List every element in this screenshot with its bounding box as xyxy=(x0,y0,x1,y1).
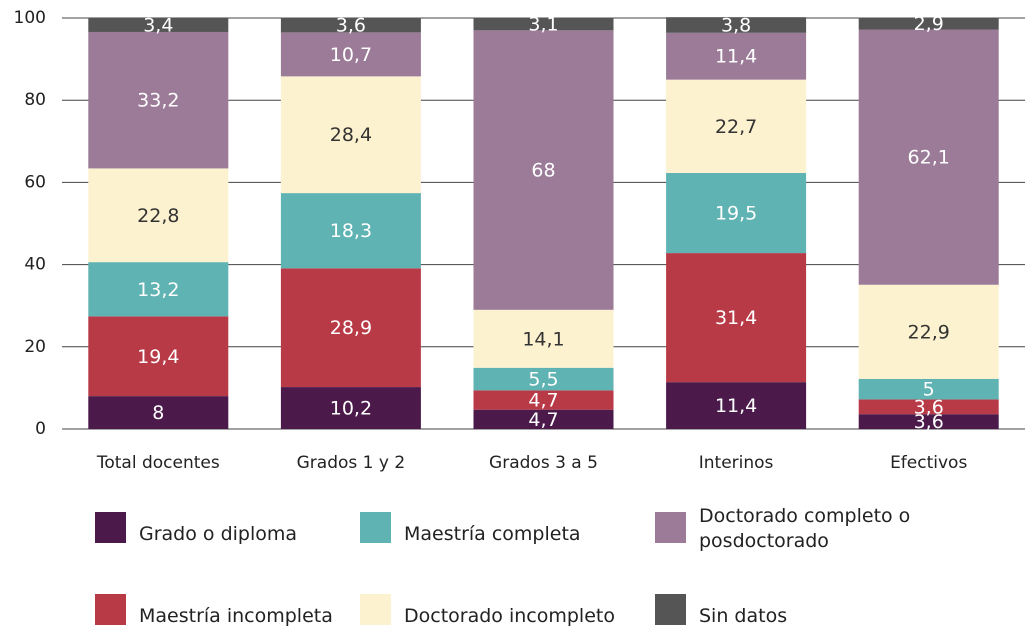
data-label: 28,4 xyxy=(330,124,372,146)
bar-segment xyxy=(666,32,807,80)
legend-swatch xyxy=(95,594,126,625)
bar-segment xyxy=(858,284,999,379)
bar-segment xyxy=(473,390,614,410)
legend-label: Grado o diploma xyxy=(139,523,298,545)
y-tick-label: 40 xyxy=(24,255,46,275)
data-label: 3,6 xyxy=(336,14,366,36)
bar-segment xyxy=(858,17,999,30)
data-label: 3,8 xyxy=(721,14,751,36)
data-label: 4,7 xyxy=(528,390,558,412)
data-label: 19,5 xyxy=(715,203,757,225)
bar-segment xyxy=(88,262,229,317)
bar-segment xyxy=(280,32,421,77)
data-label: 33,2 xyxy=(137,90,179,112)
bar-segment xyxy=(666,17,807,33)
data-label: 14,1 xyxy=(522,328,564,350)
data-label: 18,3 xyxy=(330,220,372,242)
data-label: 11,4 xyxy=(715,46,757,68)
data-label: 5,5 xyxy=(528,369,558,391)
bar-segment xyxy=(88,168,229,263)
data-label: 2,9 xyxy=(914,13,944,35)
x-tick-label: Total docentes xyxy=(96,453,220,473)
bar-segment xyxy=(473,17,614,31)
data-label: 31,4 xyxy=(715,307,757,329)
data-label: 13,2 xyxy=(137,279,179,301)
legend-label: Doctorado incompleto xyxy=(404,605,615,626)
legend-label: Sin datos xyxy=(699,605,788,626)
legend-swatch xyxy=(360,512,391,543)
x-tick-label: Efectivos xyxy=(890,453,967,473)
x-tick-label: Grados 1 y 2 xyxy=(297,453,406,473)
data-label: 3,1 xyxy=(528,13,558,35)
bar-segment xyxy=(280,193,421,269)
data-label: 3,6 xyxy=(914,411,944,433)
legend-swatch xyxy=(360,594,391,625)
bar-segment xyxy=(666,79,807,173)
bar-segment xyxy=(858,29,999,285)
x-tick-label: Grados 3 a 5 xyxy=(489,453,598,473)
y-tick-label: 80 xyxy=(24,90,46,110)
bar-segment xyxy=(88,316,229,397)
x-tick-label: Interinos xyxy=(699,453,774,473)
bar-segment xyxy=(666,253,807,383)
data-label: 8 xyxy=(152,402,164,424)
data-label: 3,6 xyxy=(914,396,944,418)
data-label: 22,8 xyxy=(137,205,179,227)
bar-segment xyxy=(666,172,807,254)
bar-segment xyxy=(858,399,999,415)
plot: 0 20 40 60 80 100 Total docentes 8 19,4 13,2 22,8 3… xyxy=(14,8,1025,473)
bar-segment xyxy=(88,396,229,429)
bar-segment xyxy=(88,18,229,32)
bar-segment xyxy=(280,268,421,388)
data-label: 11,4 xyxy=(715,395,757,417)
bar-segment xyxy=(666,382,807,429)
y-tick-label: 20 xyxy=(24,337,46,357)
data-label: 4,7 xyxy=(528,409,558,431)
data-label: 10,2 xyxy=(330,398,372,420)
y-tick-label: 0 xyxy=(35,419,46,439)
legend-swatch xyxy=(655,594,686,625)
data-label: 62,1 xyxy=(908,147,950,169)
data-label: 68 xyxy=(531,160,555,182)
legend-swatch xyxy=(95,512,126,543)
data-label: 3,4 xyxy=(143,14,173,36)
bar-segment xyxy=(280,76,421,194)
y-tick-label: 60 xyxy=(24,172,46,192)
bar-segment xyxy=(473,367,614,391)
legend-label: Maestría completa xyxy=(404,523,581,545)
data-label: 28,9 xyxy=(330,317,372,339)
legend-label: Maestría incompleta xyxy=(139,605,333,626)
legend-label: Doctorado completo o posdoctorado xyxy=(699,505,911,552)
bar-segment xyxy=(473,30,614,310)
legend-swatch xyxy=(655,512,686,543)
bar-segment xyxy=(280,387,421,429)
bar-segment xyxy=(280,17,421,33)
data-label: 22,9 xyxy=(908,321,950,343)
bar-segment xyxy=(473,309,614,368)
data-label: 22,7 xyxy=(715,116,757,138)
data-label: 19,4 xyxy=(137,346,179,368)
data-label: 10,7 xyxy=(330,44,372,66)
y-tick-label: 100 xyxy=(14,8,46,28)
data-label: 5 xyxy=(923,379,935,401)
bar-segment xyxy=(88,31,229,169)
bar-segment xyxy=(858,378,999,400)
bar-segment xyxy=(473,409,614,429)
bar-segment xyxy=(858,414,999,429)
